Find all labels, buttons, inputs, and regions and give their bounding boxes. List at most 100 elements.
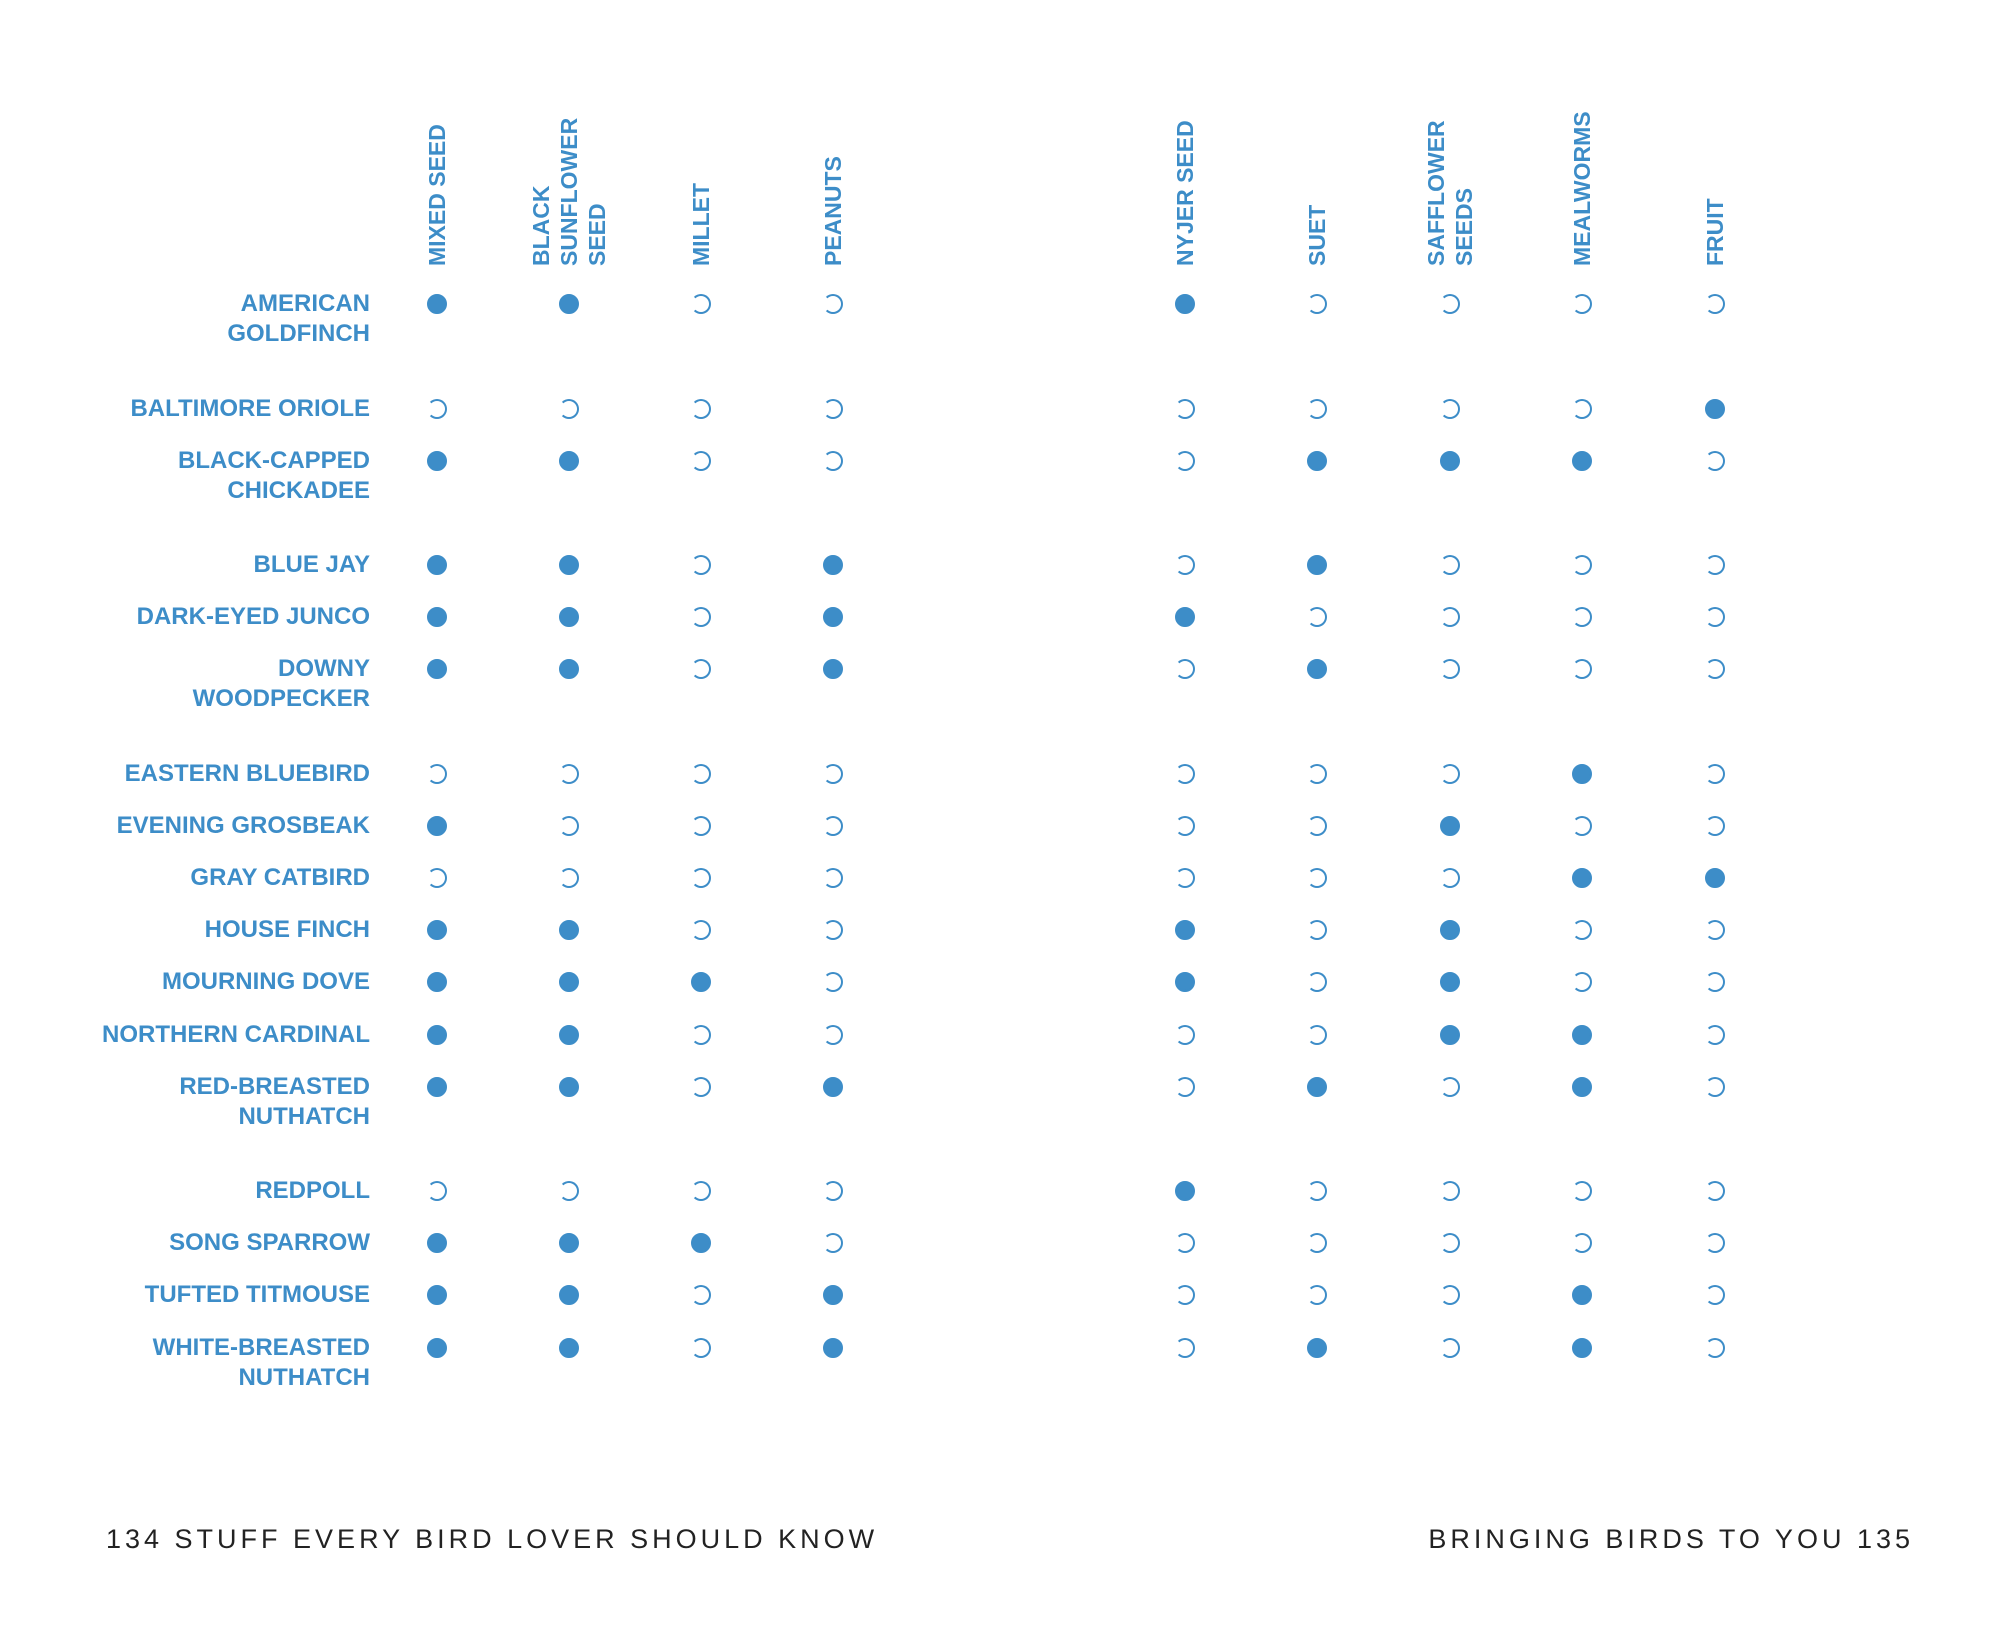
filled-dot-icon xyxy=(1572,1025,1592,1045)
filled-dot-icon xyxy=(823,1338,843,1358)
filled-dot-icon xyxy=(559,555,579,575)
filled-dot-icon xyxy=(427,972,447,992)
bird-name-5: DOWNY WOODPECKER xyxy=(192,655,370,712)
empty-dot-icon xyxy=(1705,1285,1725,1305)
empty-dot-icon xyxy=(823,294,843,314)
column-header-0: MIXED SEED xyxy=(424,124,450,266)
footer-left-page-title: 134 STUFF EVERY BIRD LOVER SHOULD KNOW xyxy=(106,1524,879,1554)
filled-dot-icon xyxy=(427,1338,447,1358)
empty-dot-icon xyxy=(1175,816,1195,836)
empty-dot-icon xyxy=(823,1025,843,1045)
filled-dot-icon xyxy=(1440,1025,1460,1045)
bird-name-15: TUFTED TITMOUSE xyxy=(144,1281,370,1308)
bird-name-2: BLACK-CAPPED CHICKADEE xyxy=(178,447,370,504)
bird-name-10: MOURNING DOVE xyxy=(161,968,370,995)
filled-dot-icon xyxy=(1572,1077,1592,1097)
filled-dot-icon xyxy=(427,294,447,314)
bird-name-0: AMERICAN GOLDFINCH xyxy=(227,290,370,347)
empty-dot-icon xyxy=(1705,555,1725,575)
empty-dot-icon xyxy=(823,972,843,992)
filled-dot-icon xyxy=(427,1025,447,1045)
empty-dot-icon xyxy=(691,764,711,784)
empty-dot-icon xyxy=(691,659,711,679)
filled-dot-icon xyxy=(823,1285,843,1305)
empty-dot-icon xyxy=(691,1181,711,1201)
empty-dot-icon xyxy=(1307,1285,1327,1305)
empty-dot-icon xyxy=(823,868,843,888)
empty-dot-icon xyxy=(1307,1233,1327,1253)
empty-dot-icon xyxy=(1705,764,1725,784)
filled-dot-icon xyxy=(427,555,447,575)
empty-dot-icon xyxy=(1175,764,1195,784)
empty-dot-icon xyxy=(1175,1077,1195,1097)
bird-name-16: WHITE-BREASTED NUTHATCH xyxy=(152,1334,370,1391)
filled-dot-icon xyxy=(427,920,447,940)
filled-dot-icon xyxy=(1705,868,1725,888)
filled-dot-icon xyxy=(559,1233,579,1253)
empty-dot-icon xyxy=(823,451,843,471)
empty-dot-icon xyxy=(1572,1233,1592,1253)
bird-name-8: GRAY CATBIRD xyxy=(190,864,370,891)
empty-dot-icon xyxy=(427,764,447,784)
column-header-6: SAFFLOWER SEEDS xyxy=(1423,120,1477,266)
empty-dot-icon xyxy=(691,294,711,314)
empty-dot-icon xyxy=(823,920,843,940)
filled-dot-icon xyxy=(427,1285,447,1305)
empty-dot-icon xyxy=(1705,1025,1725,1045)
filled-dot-icon xyxy=(1440,972,1460,992)
empty-dot-icon xyxy=(691,868,711,888)
empty-dot-icon xyxy=(823,1233,843,1253)
filled-dot-icon xyxy=(559,972,579,992)
empty-dot-icon xyxy=(1705,1338,1725,1358)
empty-dot-icon xyxy=(427,868,447,888)
filled-dot-icon xyxy=(1440,451,1460,471)
empty-dot-icon xyxy=(1440,1285,1460,1305)
empty-dot-icon xyxy=(823,816,843,836)
empty-dot-icon xyxy=(1307,1025,1327,1045)
empty-dot-icon xyxy=(1175,1338,1195,1358)
filled-dot-icon xyxy=(1440,816,1460,836)
empty-dot-icon xyxy=(1175,1233,1195,1253)
filled-dot-icon xyxy=(427,1233,447,1253)
empty-dot-icon xyxy=(427,399,447,419)
empty-dot-icon xyxy=(1572,1181,1592,1201)
bird-name-9: HOUSE FINCH xyxy=(204,916,370,943)
empty-dot-icon xyxy=(559,868,579,888)
filled-dot-icon xyxy=(1572,868,1592,888)
empty-dot-icon xyxy=(559,1181,579,1201)
column-header-7: MEALWORMS xyxy=(1569,111,1595,266)
footer-right-page-title: BRINGING BIRDS TO YOU 135 xyxy=(1428,1524,1914,1554)
bird-name-14: SONG SPARROW xyxy=(169,1229,370,1256)
empty-dot-icon xyxy=(559,816,579,836)
filled-dot-icon xyxy=(559,451,579,471)
empty-dot-icon xyxy=(1307,868,1327,888)
empty-dot-icon xyxy=(691,451,711,471)
empty-dot-icon xyxy=(427,1181,447,1201)
empty-dot-icon xyxy=(1572,399,1592,419)
filled-dot-icon xyxy=(1307,1338,1327,1358)
bird-name-4: DARK-EYED JUNCO xyxy=(136,603,370,630)
filled-dot-icon xyxy=(1307,555,1327,575)
bird-name-1: BALTIMORE ORIOLE xyxy=(130,395,370,422)
filled-dot-icon xyxy=(1572,1338,1592,1358)
filled-dot-icon xyxy=(427,607,447,627)
empty-dot-icon xyxy=(1307,294,1327,314)
empty-dot-icon xyxy=(1175,659,1195,679)
filled-dot-icon xyxy=(559,659,579,679)
empty-dot-icon xyxy=(1307,972,1327,992)
filled-dot-icon xyxy=(823,1077,843,1097)
empty-dot-icon xyxy=(1175,1025,1195,1045)
empty-dot-icon xyxy=(559,399,579,419)
filled-dot-icon xyxy=(427,451,447,471)
empty-dot-icon xyxy=(1572,294,1592,314)
empty-dot-icon xyxy=(1440,1338,1460,1358)
empty-dot-icon xyxy=(1307,607,1327,627)
empty-dot-icon xyxy=(1440,1233,1460,1253)
empty-dot-icon xyxy=(1307,764,1327,784)
empty-dot-icon xyxy=(823,764,843,784)
filled-dot-icon xyxy=(559,1025,579,1045)
filled-dot-icon xyxy=(1307,659,1327,679)
empty-dot-icon xyxy=(1705,659,1725,679)
filled-dot-icon xyxy=(1307,451,1327,471)
